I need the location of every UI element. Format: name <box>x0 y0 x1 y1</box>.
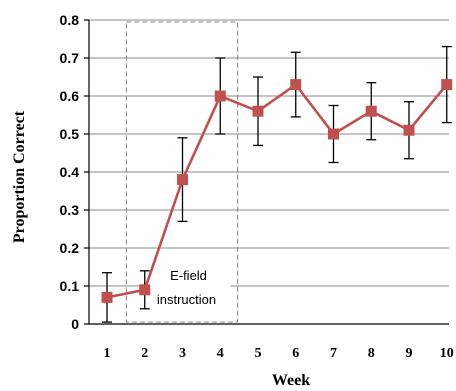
y-tick-label-1: 0.1 <box>60 278 80 294</box>
data-point-week-10 <box>441 79 453 91</box>
gridlines <box>89 19 449 287</box>
x-tick-label-0: 1 <box>104 346 111 361</box>
y-tick-label-5: 0.5 <box>60 126 80 142</box>
x-tick-label-9: 10 <box>440 346 454 361</box>
y-tick-label-0: 0 <box>71 316 79 332</box>
e-field-instruction-box <box>125 21 239 323</box>
x-axis-title: Week <box>272 372 310 389</box>
data-series <box>101 79 453 303</box>
x-tick-label-2: 3 <box>179 346 186 361</box>
y-tick-label-4: 0.4 <box>60 164 80 180</box>
series-line <box>106 82 448 299</box>
y-tick-label-2: 0.2 <box>60 240 80 256</box>
x-tick-label-4: 5 <box>255 346 262 361</box>
x-tick-label-6: 7 <box>330 346 337 361</box>
axes <box>84 19 449 325</box>
data-point-week-2 <box>139 284 151 296</box>
x-tick-label-1: 2 <box>141 346 148 361</box>
x-tick-label-3: 4 <box>217 346 224 361</box>
data-point-week-6 <box>290 79 302 91</box>
data-point-week-5 <box>252 105 264 117</box>
y-tick-label-6: 0.6 <box>60 88 80 104</box>
x-tick-labels: 1 2 3 4 5 6 7 8 9 10 <box>104 346 454 361</box>
data-point-week-3 <box>177 174 188 186</box>
y-tick-label-7: 0.7 <box>60 50 80 66</box>
x-tick-label-5: 6 <box>292 346 299 361</box>
annotation-group: E-field instruction <box>125 21 239 323</box>
y-tick-label-8: 0.8 <box>60 12 80 28</box>
y-tick-label-3: 0.3 <box>60 202 80 218</box>
annotation-label-line2: instruction <box>157 292 216 307</box>
data-point-week-4 <box>214 90 226 102</box>
x-tick-label-8: 9 <box>406 346 413 361</box>
annotation-label-background <box>144 263 231 309</box>
data-point-week-1 <box>101 291 113 303</box>
data-point-week-7 <box>328 128 339 140</box>
y-tick-labels: 0 0.1 0.2 0.3 0.4 0.5 0.6 0.7 0.8 <box>60 12 80 332</box>
data-point-week-9 <box>403 124 415 136</box>
annotation-label-line1: E-field <box>170 268 207 283</box>
data-point-week-8 <box>365 105 377 117</box>
y-axis-title: Proportion Correct <box>11 110 28 243</box>
x-tick-label-7: 8 <box>368 346 375 361</box>
